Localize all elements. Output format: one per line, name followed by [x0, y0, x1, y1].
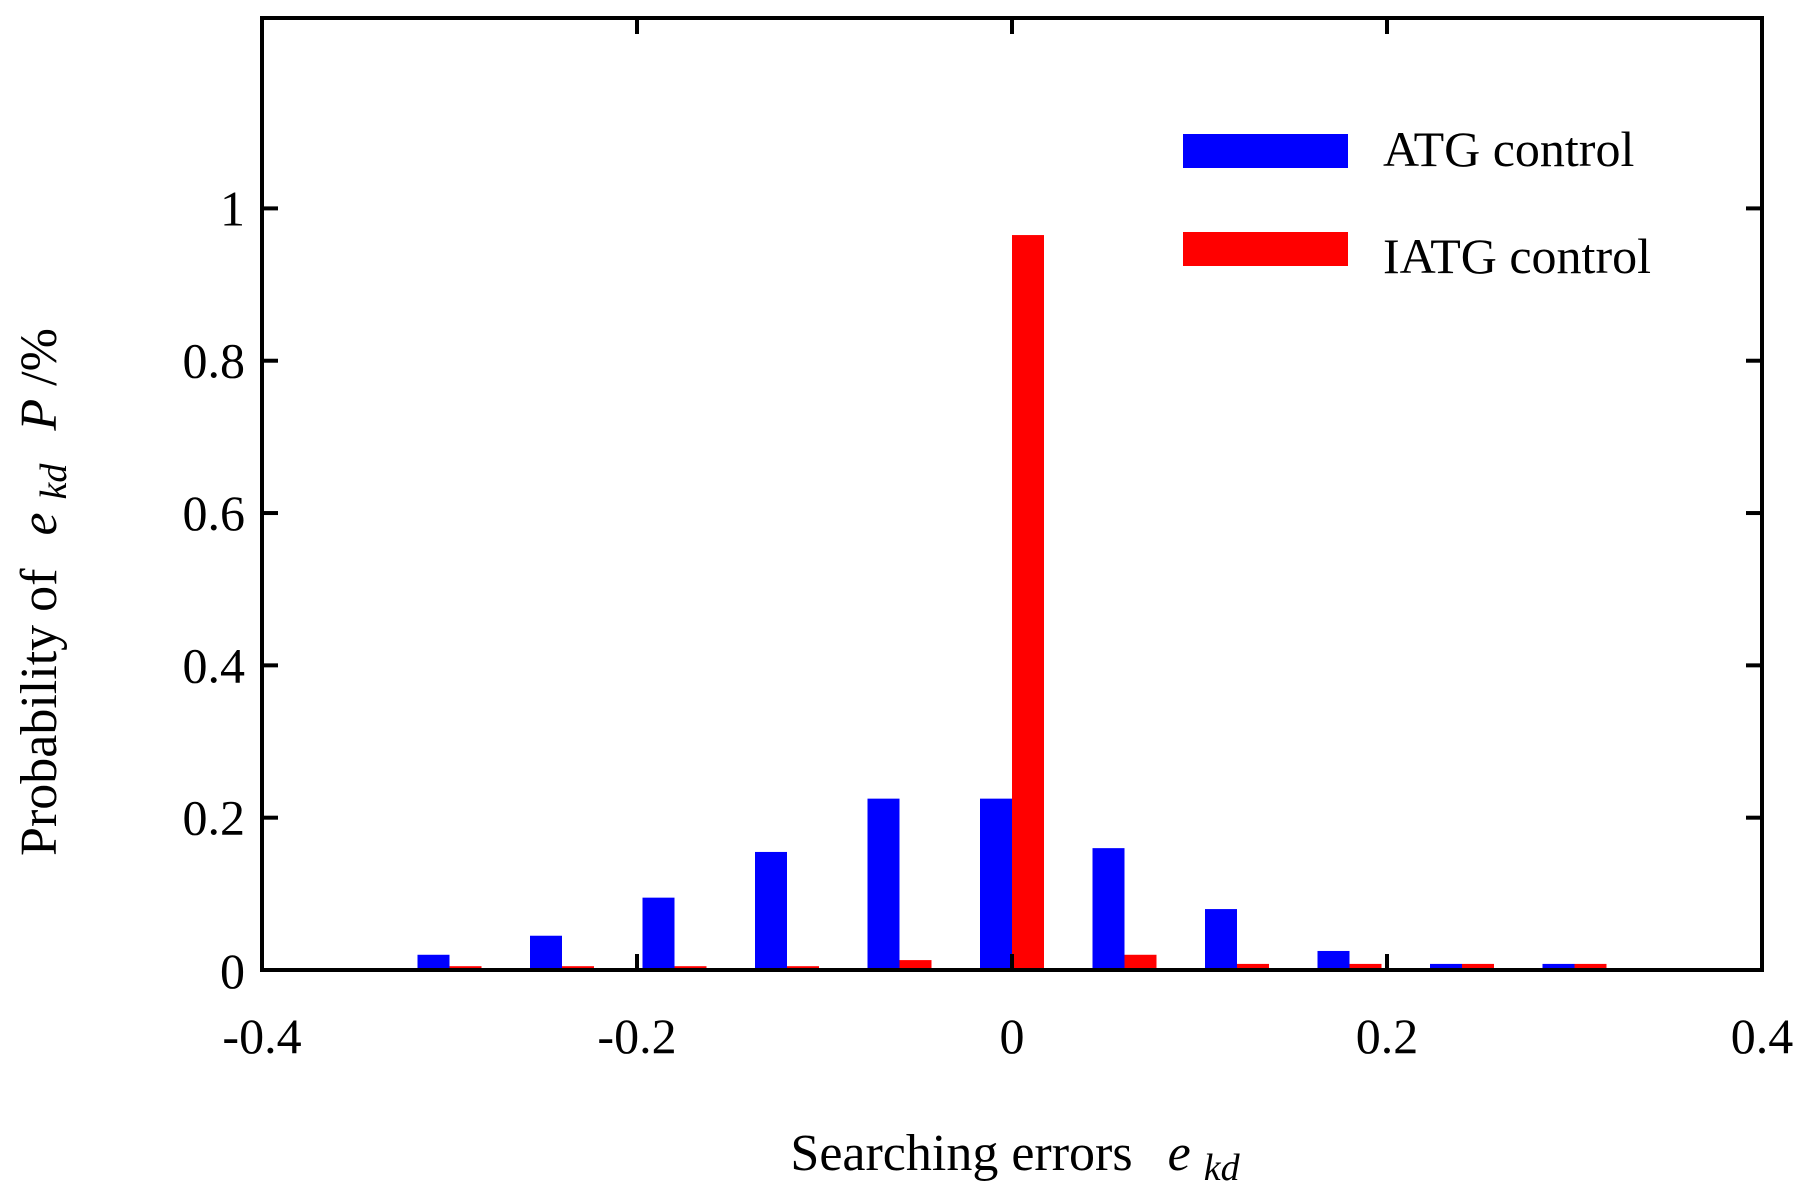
bar-atg	[1542, 963, 1575, 970]
x-axis-title-text: Searching errors	[790, 1125, 1132, 1182]
legend-swatch-atg	[1183, 134, 1348, 168]
bar-atg	[1205, 909, 1237, 970]
x-tick-label: -0.4	[222, 1008, 301, 1064]
bar-atg	[1430, 963, 1462, 970]
plot-frame	[260, 16, 1764, 972]
y-tick-label: 1	[220, 180, 245, 236]
y-tick-label: 0.6	[183, 485, 246, 541]
x-tick-label: 0	[1000, 1008, 1025, 1064]
x-axis-title-subscript: kd	[1204, 1147, 1241, 1186]
y-axis-title-suffix: /%	[11, 328, 68, 386]
bar-iatg	[1012, 235, 1044, 970]
bar-iatg	[1574, 963, 1607, 970]
y-axis-title-subscript: kd	[33, 463, 75, 500]
bar-atg	[1092, 848, 1125, 970]
x-tick-label: 0.2	[1356, 1008, 1419, 1064]
bar-iatg	[1237, 963, 1269, 970]
bar-atg	[417, 954, 450, 970]
y-axis-title-prefix: Probability of	[11, 568, 68, 856]
y-axis-title-suffix-symbol: P	[11, 399, 68, 432]
bar-atg	[642, 897, 675, 970]
y-tick-label: 0.4	[183, 637, 246, 693]
x-axis-title: Searching errors e kd	[790, 1125, 1240, 1186]
legend-label-iatg: IATG control	[1383, 228, 1651, 284]
y-axis-title: Probability of e kd P /%	[11, 328, 78, 856]
y-tick-label: 0.2	[183, 790, 246, 846]
bars-layer	[417, 235, 1607, 970]
bar-iatg	[1462, 963, 1494, 970]
x-tick-label: 0.4	[1731, 1008, 1794, 1064]
y-axis-title-symbol: e	[11, 512, 68, 535]
bar-iatg	[899, 960, 932, 970]
legend-swatch-iatg	[1183, 232, 1348, 266]
bar-atg	[867, 798, 900, 970]
x-axis-title-symbol: e	[1168, 1125, 1191, 1182]
bar-atg	[980, 798, 1012, 970]
bar-iatg	[1349, 963, 1382, 970]
bar-atg	[755, 851, 787, 970]
legend-label-atg: ATG control	[1383, 121, 1634, 177]
ticks-layer: -0.4 -0.2 0 0.2 0.4 0 0.2 0.4 0.6 0.8 1	[183, 18, 1794, 1064]
y-tick-label: 0.8	[183, 333, 246, 389]
x-tick-label: -0.2	[597, 1008, 676, 1064]
bar-atg	[530, 935, 562, 970]
bar-iatg	[1124, 954, 1157, 970]
legend: ATG control IATG control	[1183, 121, 1651, 284]
bar-atg	[1317, 950, 1350, 970]
y-tick-label: 0	[220, 943, 245, 999]
